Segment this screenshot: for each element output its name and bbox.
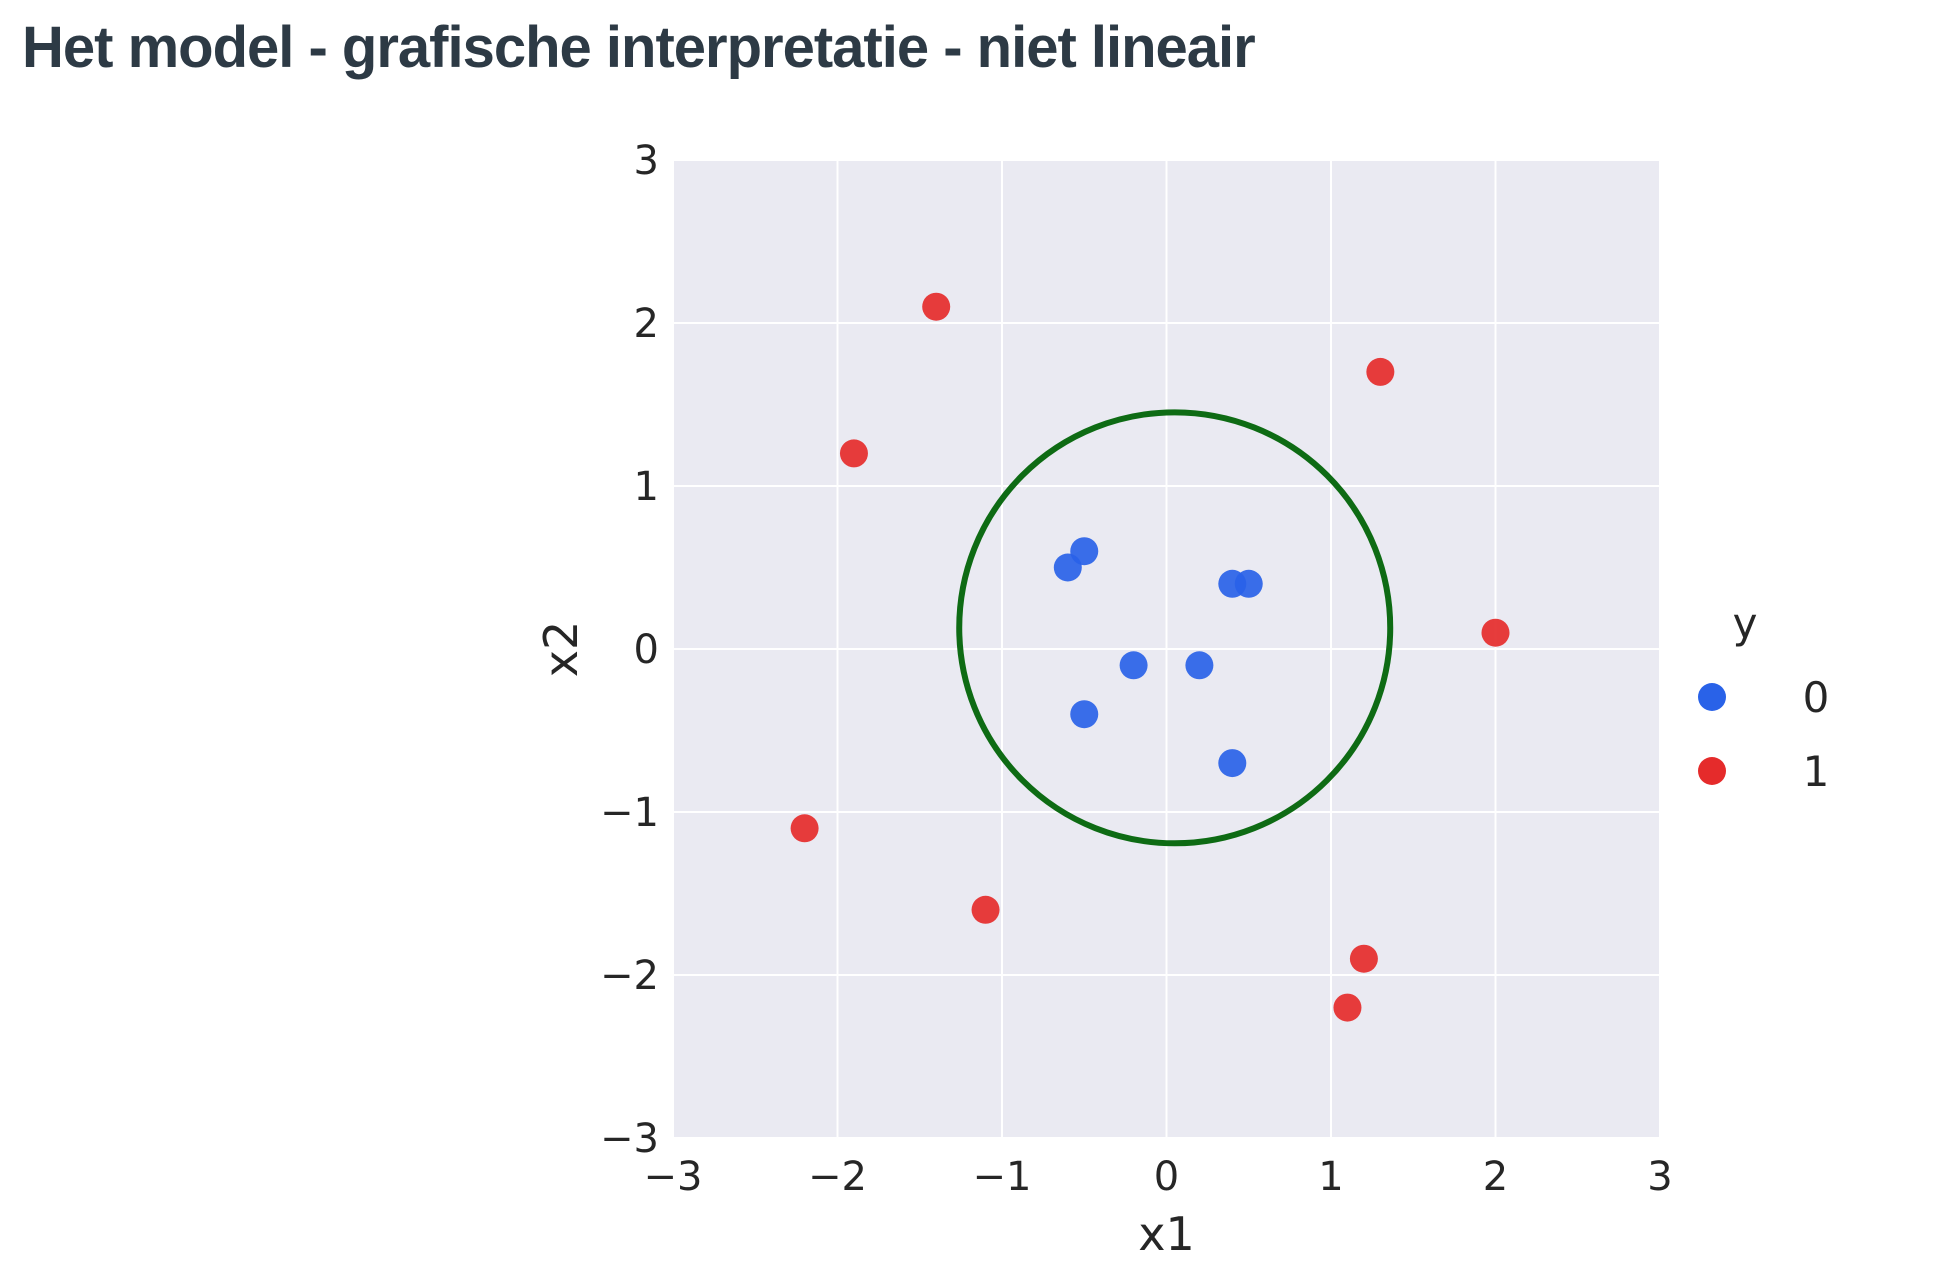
x-tick-label: 2 (1483, 1154, 1508, 1200)
y-tick-label: −2 (600, 953, 659, 999)
legend-marker-0 (1698, 683, 1726, 711)
scatter-point-y0 (1070, 700, 1099, 729)
scatter-point-y1 (1333, 993, 1362, 1022)
y-tick-label: 3 (634, 138, 659, 184)
scatter-point-y0 (1119, 651, 1148, 680)
scatter-point-y0 (1218, 749, 1247, 778)
scatter-point-y0 (1070, 537, 1099, 566)
scatter-point-y0 (1234, 569, 1263, 598)
legend-label-0: 0 (1803, 673, 1830, 722)
legend: y 0 1 (1698, 599, 1829, 796)
y-tick-labels: −3 −2 −1 0 1 2 3 (600, 138, 659, 1162)
data-points (790, 292, 1510, 1022)
scatter-point-y1 (1349, 944, 1378, 973)
scatter-point-y1 (1366, 357, 1395, 386)
scatter-point-y1 (1481, 618, 1510, 647)
y-tick-label: 1 (634, 464, 659, 510)
scatter-point-y0 (1185, 651, 1214, 680)
legend-marker-1 (1698, 757, 1726, 785)
y-tick-label: −1 (600, 790, 659, 836)
y-tick-label: 2 (634, 301, 659, 347)
x-tick-label: 1 (1318, 1154, 1343, 1200)
scatter-point-y1 (839, 439, 868, 468)
x-tick-label: −3 (644, 1154, 703, 1200)
x-axis-label: x1 (1138, 1207, 1195, 1261)
scatter-point-y1 (922, 292, 951, 321)
y-tick-label: 0 (634, 627, 659, 673)
legend-label-1: 1 (1803, 747, 1830, 796)
y-axis-label: x2 (534, 621, 588, 678)
grid-lines (672, 159, 1661, 1139)
scatter-point-y1 (971, 895, 1000, 924)
page-title: Het model - grafische interpretatie - ni… (22, 15, 1256, 80)
scatter-point-y1 (790, 814, 819, 843)
legend-title: y (1733, 599, 1758, 648)
x-tick-label: 0 (1154, 1154, 1179, 1200)
x-tick-label: 3 (1647, 1154, 1672, 1200)
x-tick-label: −2 (808, 1154, 867, 1200)
decision-boundary-circle (956, 409, 1394, 847)
x-tick-labels: −3 −2 −1 0 1 2 3 (644, 1154, 1673, 1200)
x-tick-label: −1 (973, 1154, 1032, 1200)
y-tick-label: −3 (600, 1116, 659, 1162)
